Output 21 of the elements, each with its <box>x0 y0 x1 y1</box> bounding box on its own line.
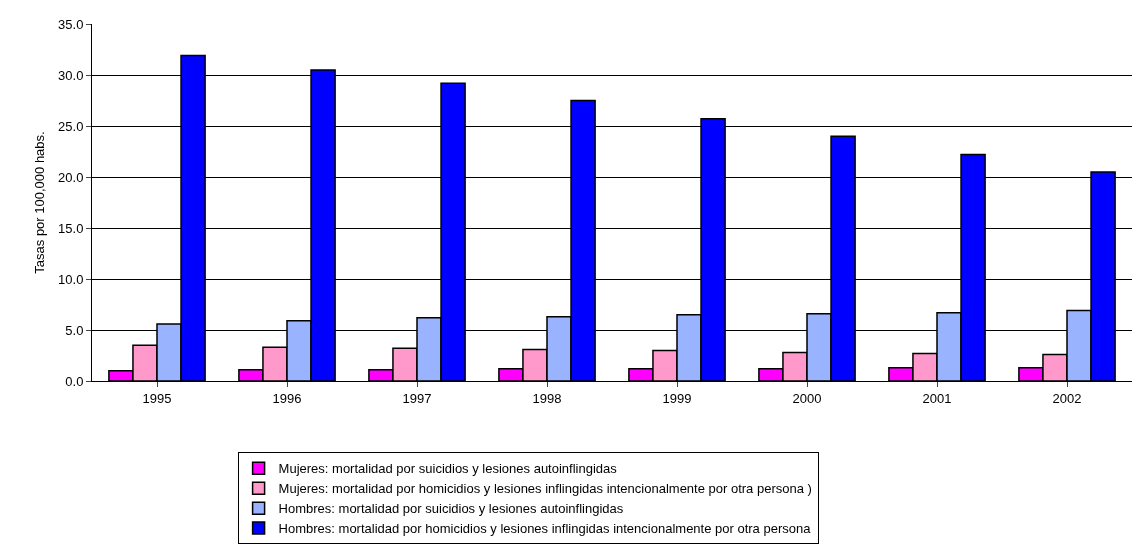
y-tick-label: 5.0 <box>65 322 84 338</box>
x-tick-label: 1996 <box>272 390 302 406</box>
y-tick-label: 10.0 <box>58 271 84 287</box>
y-tick-label: 30.0 <box>58 67 84 83</box>
x-tick-label: 1998 <box>532 390 562 406</box>
legend-label: Hombres: mortalidad por homicidios y lesiones inflingidas intencionalmente por otra persona <box>278 521 812 537</box>
legend-label: Mujeres: mortalidad por homicidios y lesiones inflingidas intencionalmente por otra persona ) <box>278 481 812 497</box>
y-axis-title: Tasas por 100,000 habs. <box>32 131 48 274</box>
x-tick-label: 1999 <box>662 390 692 406</box>
legend-label: Hombres: mortalidad por suicidios y lesiones autoinflingidas <box>278 501 624 517</box>
y-tick-label: 0.0 <box>65 373 84 389</box>
x-tick-label: 1997 <box>402 390 432 406</box>
x-tick-label: 2000 <box>792 390 822 406</box>
x-tick-label: 2002 <box>1052 390 1082 406</box>
x-tick-label: 1995 <box>142 390 172 406</box>
y-tick-label: 35.0 <box>58 16 84 32</box>
legend-label: Mujeres: mortalidad por suicidios y lesiones autoinflingidas <box>278 461 618 477</box>
y-tick-label: 20.0 <box>58 169 84 185</box>
y-tick-label: 15.0 <box>58 220 84 236</box>
y-tick-label: 25.0 <box>58 118 84 134</box>
x-tick-label: 2001 <box>922 390 952 406</box>
